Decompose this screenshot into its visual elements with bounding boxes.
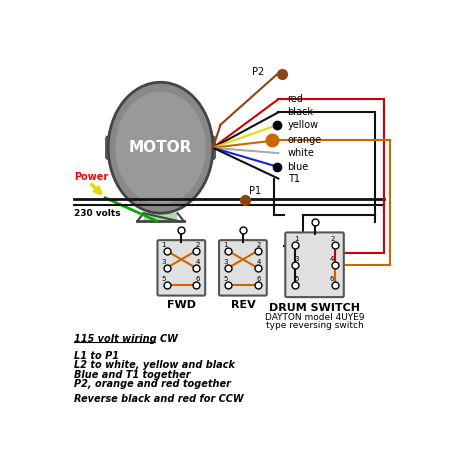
- Text: 6: 6: [257, 276, 261, 282]
- Text: 1: 1: [294, 236, 299, 242]
- Text: MOTOR: MOTOR: [129, 140, 192, 155]
- Text: L1 to P1: L1 to P1: [74, 351, 119, 361]
- Text: 1: 1: [161, 242, 166, 248]
- Text: 1: 1: [223, 242, 228, 248]
- Ellipse shape: [116, 92, 205, 203]
- Text: P2, orange and red together: P2, orange and red together: [74, 379, 231, 389]
- Text: 5: 5: [295, 276, 299, 282]
- Text: 6: 6: [330, 276, 335, 282]
- Text: Reverse black and red for CCW: Reverse black and red for CCW: [74, 394, 244, 404]
- FancyBboxPatch shape: [144, 213, 177, 221]
- Text: 4: 4: [195, 259, 200, 265]
- Text: 2: 2: [330, 236, 335, 242]
- Text: black: black: [288, 107, 314, 118]
- Text: type reversing switch: type reversing switch: [265, 321, 364, 330]
- Text: L2 to white, yellow and black: L2 to white, yellow and black: [74, 360, 235, 370]
- Text: FWD: FWD: [167, 300, 196, 310]
- FancyBboxPatch shape: [285, 232, 344, 297]
- Text: orange: orange: [288, 135, 322, 145]
- Text: 4: 4: [330, 255, 335, 262]
- Text: P1: P1: [249, 186, 261, 196]
- Text: 4: 4: [257, 259, 261, 265]
- Text: REV: REV: [230, 300, 255, 310]
- Text: DRUM SWITCH: DRUM SWITCH: [269, 303, 360, 313]
- Text: 3: 3: [223, 259, 228, 265]
- Text: yellow: yellow: [288, 119, 319, 130]
- Text: Blue and T1 together: Blue and T1 together: [74, 370, 191, 380]
- Text: 3: 3: [294, 255, 299, 262]
- Text: red: red: [288, 94, 303, 104]
- Ellipse shape: [108, 82, 213, 213]
- Text: 3: 3: [161, 259, 166, 265]
- FancyBboxPatch shape: [219, 240, 267, 296]
- Text: 5: 5: [162, 276, 166, 282]
- Text: P2: P2: [252, 67, 264, 77]
- Text: DAYTON model 4UYE9: DAYTON model 4UYE9: [265, 312, 365, 321]
- Text: 6: 6: [195, 276, 200, 282]
- Text: 2: 2: [195, 242, 200, 248]
- Text: Power: Power: [74, 172, 109, 182]
- Text: 115 volt wiring CW: 115 volt wiring CW: [74, 334, 178, 344]
- FancyBboxPatch shape: [157, 240, 205, 296]
- Text: 2: 2: [257, 242, 261, 248]
- Text: blue: blue: [288, 162, 309, 172]
- FancyBboxPatch shape: [106, 136, 215, 159]
- Text: white: white: [288, 148, 314, 158]
- Text: 5: 5: [223, 276, 228, 282]
- Text: T1: T1: [288, 173, 300, 183]
- Text: 230 volts: 230 volts: [74, 209, 121, 218]
